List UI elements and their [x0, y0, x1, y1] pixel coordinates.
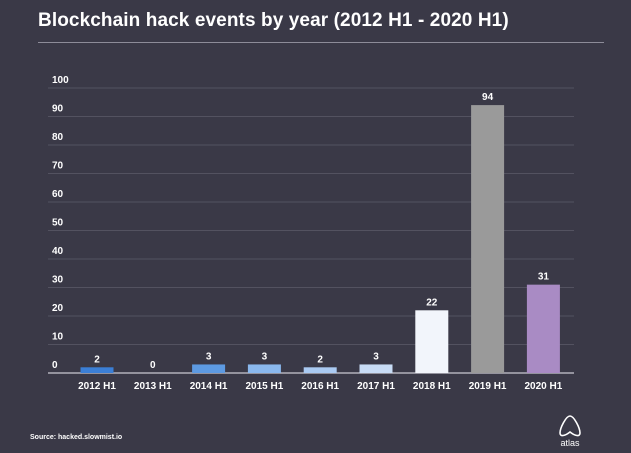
- bar-value-label: 0: [150, 360, 156, 371]
- bar-value-label: 2: [94, 354, 100, 365]
- y-tick-label: 60: [52, 189, 64, 200]
- y-tick-label: 70: [52, 161, 64, 172]
- bar-value-label: 3: [206, 351, 212, 362]
- x-tick-label: 2014 H1: [190, 381, 228, 392]
- value-labels: 2 0 3 3 2 3 22 94 31: [94, 92, 549, 371]
- x-axis-labels: 2012 H1 2013 H1 2014 H1 2015 H1 2016 H1 2017 …: [78, 381, 563, 392]
- bar-value-label: 31: [538, 272, 550, 283]
- y-tick-label: 90: [52, 104, 64, 115]
- title-divider: [38, 42, 604, 43]
- y-tick-label: 30: [52, 275, 64, 286]
- x-tick-label: 2018 H1: [413, 381, 451, 392]
- y-tick-label: 40: [52, 246, 64, 257]
- bar: [359, 364, 393, 373]
- y-tick-label: 80: [52, 132, 64, 143]
- x-tick-label: 2016 H1: [301, 381, 339, 392]
- atlas-logo: atlas: [556, 414, 584, 450]
- chart-title: Blockchain hack events by year (2012 H1 …: [38, 10, 509, 31]
- y-tick-label: 20: [52, 303, 64, 314]
- bar: [303, 367, 337, 373]
- y-axis-ticks: 0 10 20 30 40 50 60 70 80 90 100: [52, 75, 69, 371]
- y-tick-label: 10: [52, 332, 64, 343]
- bar-value-label: 22: [426, 297, 438, 308]
- bar-value-label: 2: [317, 354, 323, 365]
- bar: [415, 310, 449, 373]
- y-tick-label: 50: [52, 218, 64, 229]
- bar-value-label: 3: [262, 351, 268, 362]
- x-tick-label: 2015 H1: [245, 381, 283, 392]
- x-tick-label: 2012 H1: [78, 381, 116, 392]
- x-tick-label: 2020 H1: [524, 381, 562, 392]
- atlas-logo-icon: [559, 415, 581, 437]
- logo-text: atlas: [560, 438, 580, 448]
- bars: [80, 105, 560, 373]
- bar: [247, 364, 281, 373]
- source-note: Source: hacked.slowmist.io: [30, 434, 123, 441]
- bar: [192, 364, 226, 373]
- bar-value-label: 94: [482, 92, 494, 103]
- x-tick-label: 2019 H1: [469, 381, 507, 392]
- bar: [80, 367, 114, 373]
- bar: [471, 105, 505, 373]
- x-tick-label: 2013 H1: [134, 381, 172, 392]
- y-tick-label: 100: [52, 75, 69, 86]
- bar-value-label: 3: [373, 351, 379, 362]
- x-tick-label: 2017 H1: [357, 381, 395, 392]
- bar: [526, 284, 560, 373]
- y-tick-label: 0: [52, 360, 58, 371]
